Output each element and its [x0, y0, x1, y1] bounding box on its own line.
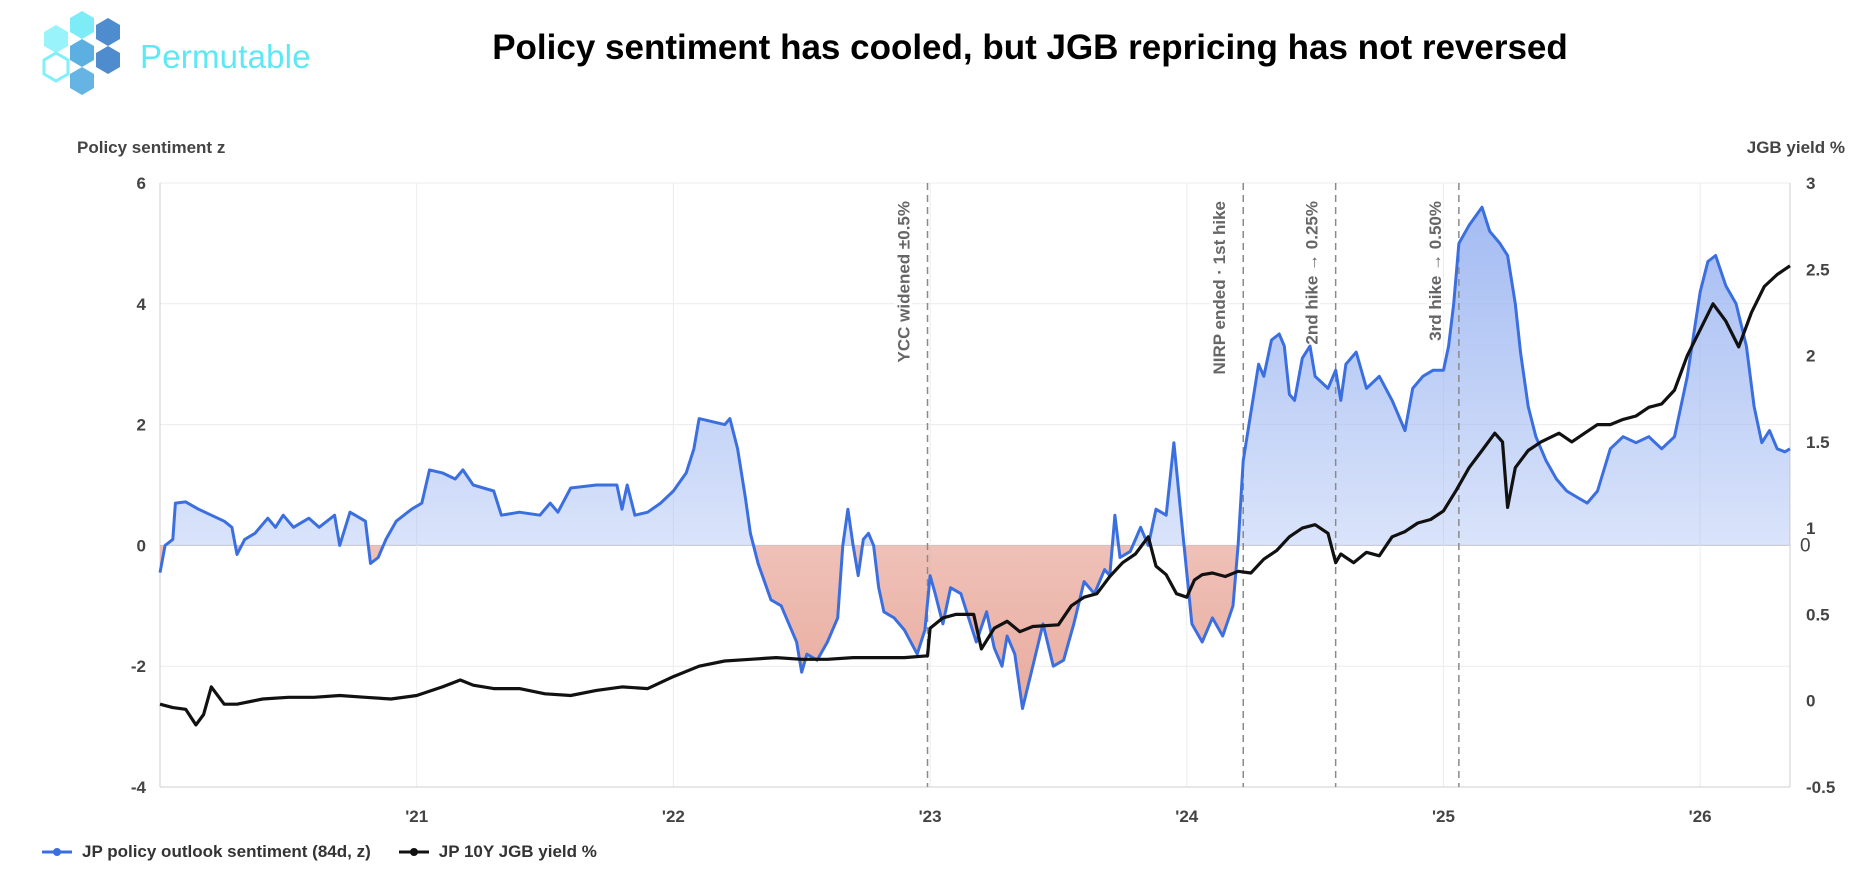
y-left-tick-label: 6: [137, 174, 146, 193]
y-right-tick-label: 0.5: [1806, 605, 1830, 624]
sentiment-line: [158, 205, 1791, 710]
legend-swatch-yield: [398, 848, 429, 856]
y-right-tick-label: 1: [1806, 519, 1815, 538]
sentiment-negative-area: [160, 545, 1239, 709]
legend-swatch-sentiment: [42, 848, 72, 856]
x-tick-label: '21: [405, 807, 428, 826]
y-left-tick-label: -4: [131, 778, 147, 797]
event-label: 2nd hike → 0.25%: [1303, 201, 1322, 345]
x-tick-label: '22: [662, 807, 685, 826]
y-right-tick-label: 1.5: [1806, 433, 1830, 452]
y-right-tick-label: 2.5: [1806, 260, 1830, 279]
x-tick-label: '23: [919, 807, 942, 826]
brand-name: Permutable: [140, 38, 311, 75]
y-right-axis-label: JGB yield %: [1747, 138, 1845, 157]
permutable-logo: [42, 11, 120, 95]
y-right-tick-label: -0.5: [1806, 778, 1835, 797]
y-right-tick-label: 3: [1806, 174, 1815, 193]
x-tick-label: '25: [1432, 807, 1455, 826]
y-left-tick-label: -2: [131, 657, 146, 676]
legend-item-sentiment[interactable]: JP policy outlook sentiment (84d, z): [40, 842, 371, 862]
y-right-tick-label: 2: [1806, 347, 1815, 366]
y-right-tick-label: 0: [1806, 692, 1815, 711]
event-label: 3rd hike → 0.50%: [1426, 201, 1445, 341]
y-left-tick-label: 0: [137, 536, 146, 555]
sentiment-positive-area: [165, 207, 1790, 546]
x-tick-label: '24: [1175, 807, 1198, 826]
legend-item-yield[interactable]: JP 10Y JGB yield %: [397, 842, 597, 862]
zero-marker-label: 0: [1800, 535, 1811, 556]
y-left-tick-label: 4: [137, 295, 147, 314]
legend-label-sentiment: JP policy outlook sentiment (84d, z): [82, 842, 371, 861]
y-left-tick-label: 2: [137, 416, 146, 435]
chart-title: Policy sentiment has cooled, but JGB rep…: [492, 28, 1568, 67]
x-tick-label: '26: [1689, 807, 1712, 826]
event-label: YCC widened ±0.5%: [895, 201, 914, 362]
legend: JP policy outlook sentiment (84d, z) JP …: [40, 842, 615, 862]
event-label: NIRP ended · 1st hike: [1210, 201, 1229, 375]
y-left-axis-label: Policy sentiment z: [77, 138, 225, 157]
legend-label-yield: JP 10Y JGB yield %: [438, 842, 597, 861]
yield-line: [159, 264, 1791, 727]
